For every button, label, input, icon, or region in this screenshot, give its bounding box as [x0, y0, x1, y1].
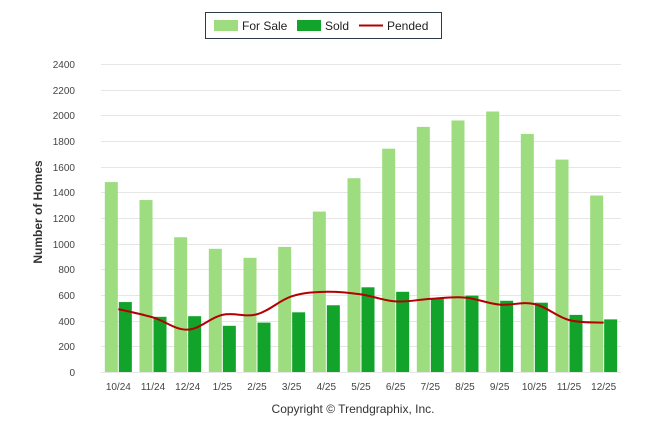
bar-sold[interactable] [222, 325, 236, 372]
bar-for-sale[interactable] [451, 120, 465, 372]
bar-for-sale[interactable] [278, 246, 292, 372]
legend-swatch-sold [297, 20, 321, 31]
y-tick-label: 2400 [53, 60, 76, 71]
bar-for-sale[interactable] [382, 148, 396, 372]
bar-sold[interactable] [569, 314, 583, 372]
x-tick-label: 12/24 [175, 382, 200, 393]
bar-sold[interactable] [500, 300, 514, 372]
y-tick-label: 200 [58, 342, 75, 353]
x-tick-label: 8/25 [455, 382, 475, 393]
x-tick-label: 7/25 [421, 382, 441, 393]
bar-sold[interactable] [257, 322, 271, 372]
y-tick-label: 1800 [53, 137, 76, 148]
bar-for-sale[interactable] [590, 195, 604, 372]
x-tick-label: 11/25 [557, 382, 582, 393]
bar-for-sale[interactable] [347, 178, 361, 372]
legend-swatch-for-sale [214, 20, 238, 31]
bar-for-sale[interactable] [555, 159, 569, 372]
y-tick-label: 1000 [53, 240, 76, 251]
pended-line-layer [118, 290, 604, 331]
bar-sold[interactable] [465, 295, 479, 372]
bar-for-sale[interactable] [104, 182, 118, 372]
x-tick-label: 1/25 [213, 382, 233, 393]
bar-for-sale[interactable] [520, 133, 534, 372]
copyright-footer: Copyright © Trendgraphix, Inc. [272, 402, 435, 416]
x-tick-label: 10/25 [522, 382, 547, 393]
bar-sold[interactable] [430, 298, 444, 372]
y-tick-label: 1200 [53, 214, 76, 225]
x-tick-label: 2/25 [247, 382, 267, 393]
bar-sold[interactable] [396, 291, 410, 372]
y-tick-label: 1400 [53, 188, 76, 199]
bar-for-sale[interactable] [208, 248, 222, 372]
y-axis-label: Number of Homes [31, 160, 45, 264]
y-tick-label: 2000 [53, 111, 76, 122]
bar-sold[interactable] [188, 316, 202, 372]
x-tick-label: 10/24 [106, 382, 131, 393]
bar-sold[interactable] [292, 312, 306, 372]
legend-item-sold[interactable]: Sold [297, 19, 349, 33]
x-tick-label: 9/25 [490, 382, 510, 393]
legend-label-for-sale: For Sale [242, 19, 288, 33]
bar-for-sale[interactable] [174, 237, 188, 372]
legend-label-sold: Sold [325, 19, 349, 33]
legend-item-pended[interactable]: Pended [359, 19, 428, 33]
bar-sold[interactable] [361, 287, 375, 372]
legend-item-for-sale[interactable]: For Sale [214, 19, 288, 33]
legend-label-pended: Pended [387, 19, 428, 33]
bar-sold[interactable] [534, 302, 548, 372]
y-tick-label: 0 [69, 368, 75, 379]
y-axis-ticks: 0 200 400 600 800 1000 1200 1400 1600 1800 2000 220… [53, 60, 76, 379]
bar-sold[interactable] [604, 319, 618, 372]
bar-for-sale[interactable] [139, 200, 153, 372]
x-tick-label: 11/24 [141, 382, 166, 393]
x-tick-label: 3/25 [282, 382, 302, 393]
bars [104, 111, 618, 372]
x-tick-label: 12/25 [591, 382, 616, 393]
x-tick-label: 6/25 [386, 382, 406, 393]
bar-for-sale[interactable] [416, 126, 430, 372]
x-tick-label: 4/25 [317, 382, 337, 393]
x-axis-ticks: 10/24 11/24 12/24 1/25 2/25 3/25 4/25 5/25 6/25 7… [106, 382, 617, 393]
y-tick-label: 1600 [53, 163, 76, 174]
y-tick-label: 2200 [53, 86, 76, 97]
pended-line[interactable] [118, 290, 604, 331]
bar-for-sale[interactable] [486, 111, 500, 372]
bar-sold[interactable] [326, 305, 340, 372]
y-tick-label: 600 [58, 291, 75, 302]
bar-sold[interactable] [118, 302, 132, 372]
y-tick-label: 400 [58, 317, 75, 328]
bar-sold[interactable] [153, 316, 167, 372]
y-tick-label: 800 [58, 265, 75, 276]
legend: For Sale Sold Pended [205, 12, 442, 39]
x-tick-label: 5/25 [351, 382, 371, 393]
gridlines [101, 64, 621, 373]
